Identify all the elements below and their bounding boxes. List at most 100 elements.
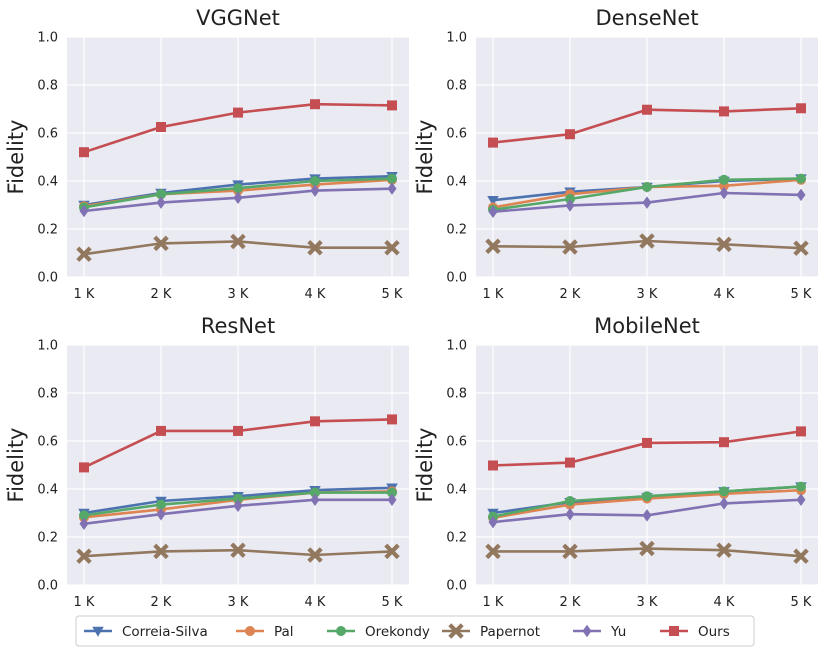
data-point xyxy=(642,491,652,502)
data-point xyxy=(488,137,498,148)
data-point xyxy=(76,246,92,262)
panel-title: ResNet xyxy=(201,314,275,338)
y-tick-label: 0.6 xyxy=(446,127,467,142)
data-point xyxy=(307,547,323,563)
legend-marker xyxy=(448,623,464,639)
x-tick-label: 4 K xyxy=(305,287,326,302)
y-axis-label: Fidelity xyxy=(4,120,28,195)
data-point xyxy=(565,507,575,521)
data-point xyxy=(719,174,729,185)
data-point xyxy=(384,240,400,256)
legend-marker xyxy=(245,626,255,636)
data-point xyxy=(233,425,243,436)
data-point xyxy=(79,517,89,531)
data-point xyxy=(387,173,397,184)
data-point xyxy=(639,540,655,557)
data-point xyxy=(310,99,320,110)
data-point xyxy=(387,100,397,111)
data-point xyxy=(156,425,166,436)
x-tick-label: 4 K xyxy=(714,595,735,610)
y-tick-label: 0.8 xyxy=(446,79,467,94)
x-tick-label: 1 K xyxy=(74,287,95,302)
y-tick-label: 0.0 xyxy=(446,579,467,594)
data-point xyxy=(793,548,809,564)
series-yu xyxy=(79,493,397,531)
data-point xyxy=(310,493,320,507)
series-papernot xyxy=(485,233,809,256)
data-point xyxy=(153,235,169,252)
data-point xyxy=(565,496,575,506)
data-point xyxy=(233,493,243,504)
data-point xyxy=(488,515,498,529)
x-tick-label: 2 K xyxy=(560,287,581,302)
y-tick-label: 0.0 xyxy=(37,579,58,594)
series-papernot xyxy=(485,540,809,564)
data-point xyxy=(233,191,243,205)
legend-entry: Papernot xyxy=(442,623,540,640)
legend-entry: Ours xyxy=(660,624,730,640)
legend-label: Correia-Silva xyxy=(122,624,208,640)
y-tick-label: 0.6 xyxy=(37,435,58,450)
legend-entry: Correia-Silva xyxy=(84,624,208,640)
legend-marker xyxy=(336,626,346,636)
y-tick-label: 0.4 xyxy=(37,175,58,190)
data-point xyxy=(156,189,166,200)
y-tick-label: 1.0 xyxy=(37,339,58,354)
series-papernot xyxy=(76,233,400,262)
data-point xyxy=(488,460,498,471)
data-point xyxy=(156,499,166,510)
data-point xyxy=(310,176,320,186)
series-ours xyxy=(79,414,397,473)
data-point xyxy=(642,509,652,522)
series-ours xyxy=(488,426,806,471)
y-axis-label: Fidelity xyxy=(413,428,437,503)
data-point xyxy=(796,188,806,202)
x-tick-label: 5 K xyxy=(791,287,812,302)
series-yu xyxy=(488,186,806,218)
legend-label: Yu xyxy=(610,624,626,640)
data-point xyxy=(76,548,92,564)
series-ours xyxy=(79,99,397,158)
data-point xyxy=(796,493,806,507)
data-point xyxy=(565,199,575,212)
data-point xyxy=(793,240,809,256)
series-ours xyxy=(488,103,806,148)
series-yu xyxy=(79,182,397,218)
legend-label: Ours xyxy=(698,624,730,640)
legend-label: Pal xyxy=(274,624,294,640)
y-tick-label: 0.6 xyxy=(37,127,58,142)
x-tick-label: 1 K xyxy=(74,595,95,610)
x-tick-label: 5 K xyxy=(791,595,812,610)
y-tick-label: 0.0 xyxy=(37,271,58,286)
y-tick-label: 0.4 xyxy=(446,483,467,498)
y-tick-label: 1.0 xyxy=(37,31,58,46)
x-tick-label: 2 K xyxy=(151,287,172,302)
series-orekondy xyxy=(79,487,397,521)
data-point xyxy=(642,182,652,192)
legend-entry: Pal xyxy=(236,624,294,640)
data-point xyxy=(642,196,652,209)
legend: Correia-Silva Pal Orekondy Papernot Yu Ours xyxy=(75,615,755,647)
data-point xyxy=(387,487,397,498)
x-tick-label: 1 K xyxy=(483,287,504,302)
panel-resnet: 0.0 0.2 0.4 0.6 0.8 1.0 1 K 2 K 3 K 4 K 5 K ResNet F… xyxy=(4,314,409,610)
data-point xyxy=(387,182,397,195)
x-tick-label: 3 K xyxy=(228,595,249,610)
data-point xyxy=(387,414,397,425)
y-tick-label: 0.2 xyxy=(446,531,467,546)
data-point xyxy=(488,205,498,218)
legend-marker xyxy=(582,624,592,638)
data-point xyxy=(487,195,499,206)
series-papernot xyxy=(76,542,400,564)
data-point xyxy=(796,103,806,114)
data-point xyxy=(79,204,89,218)
legend-marker xyxy=(669,626,679,636)
data-point xyxy=(642,104,652,115)
panel-densenet: 0.0 0.2 0.4 0.6 0.8 1.0 1 K 2 K 3 K 4 K 5 K DenseNe… xyxy=(413,6,818,302)
legend-label: Papernot xyxy=(480,624,540,640)
x-tick-label: 4 K xyxy=(305,595,326,610)
data-point xyxy=(485,543,501,560)
data-point xyxy=(310,487,320,498)
data-point xyxy=(796,173,806,184)
data-point xyxy=(230,542,246,558)
